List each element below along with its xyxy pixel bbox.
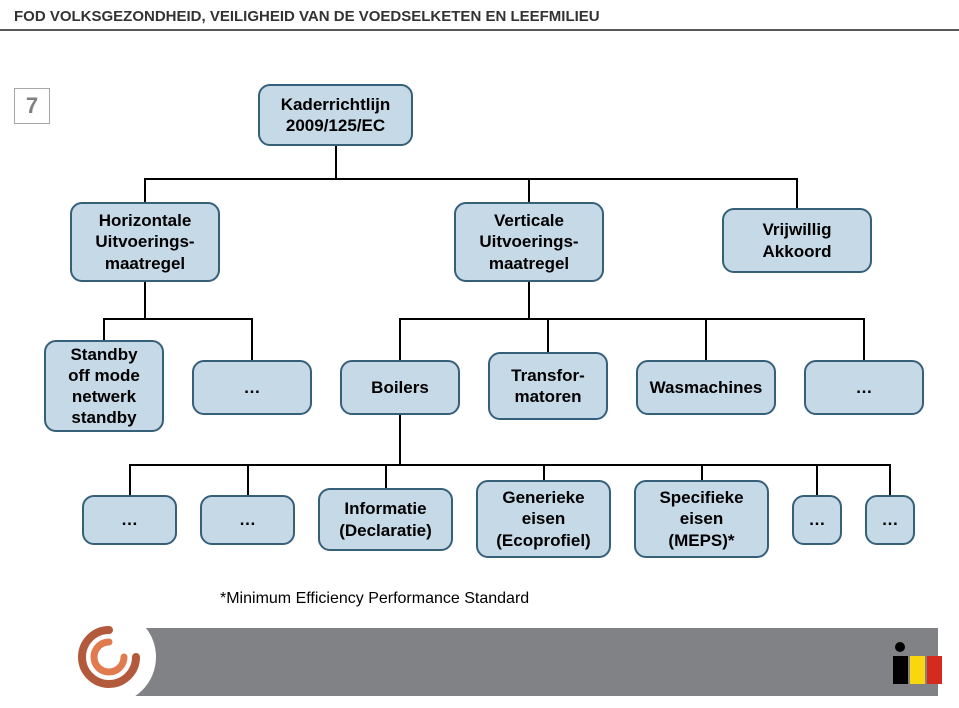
tree-connector — [816, 464, 818, 495]
tree-connector — [863, 318, 865, 360]
tree-node-l4g: … — [865, 495, 915, 545]
footnote-text: *Minimum Efficiency Performance Standard — [220, 590, 529, 607]
footer-logo-circle — [62, 610, 156, 704]
tree-connector — [385, 464, 387, 488]
tree-connector — [103, 318, 105, 340]
tree-connector — [104, 318, 252, 320]
tree-connector — [399, 415, 401, 464]
tree-node-l4d: Generiekeeisen(Ecoprofiel) — [476, 480, 611, 558]
swirl-logo-icon — [74, 622, 144, 692]
tree-connector — [796, 178, 798, 208]
tree-node-l3c: Boilers — [340, 360, 460, 415]
tree-node-l4c: Informatie(Declaratie) — [318, 488, 453, 551]
tree-connector — [129, 464, 131, 495]
tree-connector — [547, 318, 549, 352]
tree-connector — [543, 464, 545, 480]
tree-connector — [528, 282, 530, 318]
tree-connector — [399, 318, 401, 360]
be-flag-icon — [893, 640, 943, 684]
tree-connector — [701, 464, 703, 480]
page-header: FOD VOLKSGEZONDHEID, VEILIGHEID VAN DE V… — [0, 0, 959, 29]
tree-connector — [335, 146, 337, 178]
tree-connector — [251, 318, 253, 360]
tree-node-l3a: Standbyoff modenetwerkstandby — [44, 340, 164, 432]
tree-node-root: Kaderrichtlijn2009/125/EC — [258, 84, 413, 146]
tree-connector — [130, 464, 891, 466]
tree-connector — [144, 178, 146, 202]
tree-node-l4a: … — [82, 495, 177, 545]
tree-connector — [145, 178, 797, 180]
tree-node-l2c: VrijwilligAkkoord — [722, 208, 872, 273]
header-rule — [0, 29, 959, 31]
tree-connector — [705, 318, 707, 360]
tree-node-l3e: Wasmachines — [636, 360, 776, 415]
tree-connector — [400, 318, 864, 320]
tree-node-l3f: … — [804, 360, 924, 415]
tree-node-l4b: … — [200, 495, 295, 545]
tree-node-l2b: VerticaleUitvoerings-maatregel — [454, 202, 604, 282]
org-tree-diagram: Kaderrichtlijn2009/125/EC HorizontaleUitv… — [0, 70, 959, 630]
tree-connector — [528, 178, 530, 202]
tree-connector — [889, 464, 891, 495]
tree-node-l2a: HorizontaleUitvoerings-maatregel — [70, 202, 220, 282]
tree-connector — [247, 464, 249, 495]
tree-node-l4e: Specifiekeeisen(MEPS)* — [634, 480, 769, 558]
tree-node-l3d: Transfor-matoren — [488, 352, 608, 420]
tree-node-l3b: … — [192, 360, 312, 415]
footer-bar — [102, 628, 938, 696]
footnote: *Minimum Efficiency Performance Standard — [220, 590, 529, 608]
header-text: FOD VOLKSGEZONDHEID, VEILIGHEID VAN DE V… — [14, 8, 600, 25]
tree-connector — [144, 282, 146, 318]
tree-node-l4f: … — [792, 495, 842, 545]
